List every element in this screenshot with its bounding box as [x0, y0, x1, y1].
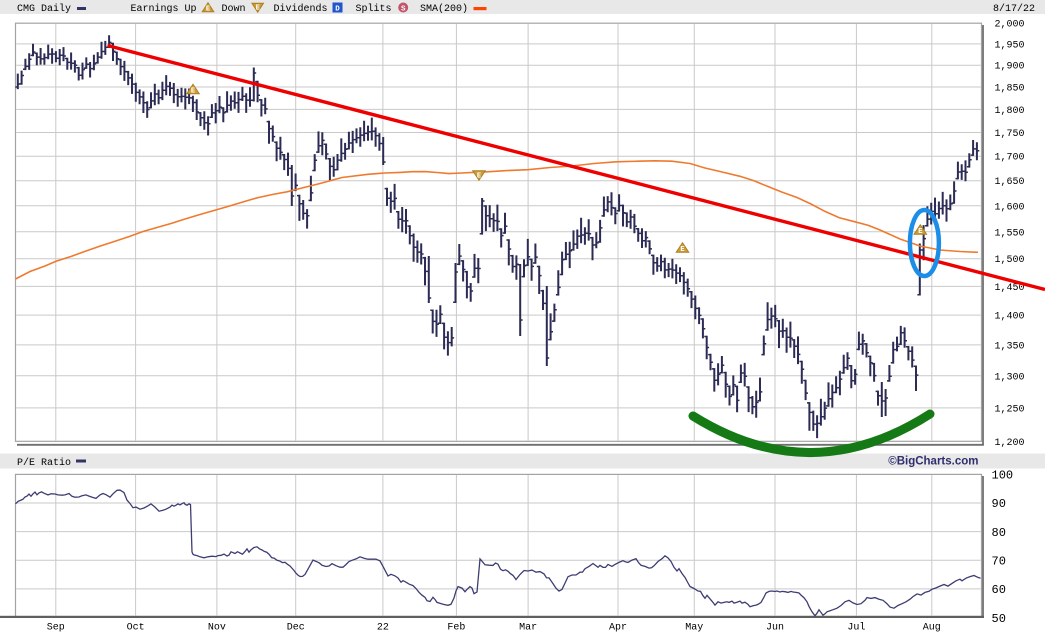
svg-text:Oct: Oct	[127, 623, 145, 634]
svg-text:Aug: Aug	[923, 623, 941, 634]
svg-text:90: 90	[992, 497, 1006, 511]
svg-text:8/17/22: 8/17/22	[993, 3, 1035, 15]
svg-text:Jun: Jun	[766, 623, 784, 634]
svg-text:1,300: 1,300	[995, 372, 1025, 383]
svg-text:CMG Daily: CMG Daily	[17, 3, 71, 15]
svg-text:E: E	[918, 228, 922, 236]
svg-text:1,500: 1,500	[995, 255, 1025, 266]
svg-text:E: E	[680, 246, 684, 254]
svg-text:E: E	[191, 88, 195, 96]
svg-text:50: 50	[992, 612, 1006, 626]
svg-text:1,250: 1,250	[995, 404, 1025, 415]
svg-text:1,550: 1,550	[995, 228, 1025, 239]
svg-text:Earnings Up: Earnings Up	[131, 3, 197, 15]
svg-text:1,800: 1,800	[995, 106, 1025, 117]
svg-text:E: E	[206, 6, 210, 14]
svg-text:Mar: Mar	[519, 623, 537, 634]
svg-text:S: S	[401, 5, 406, 13]
svg-text:Dec: Dec	[287, 623, 305, 634]
svg-text:2,000: 2,000	[995, 20, 1025, 31]
svg-text:1,700: 1,700	[995, 153, 1025, 164]
svg-text:Down: Down	[222, 4, 246, 15]
svg-text:22: 22	[377, 623, 389, 634]
svg-text:1,650: 1,650	[995, 177, 1025, 188]
svg-text:80: 80	[992, 526, 1006, 540]
svg-text:Nov: Nov	[208, 623, 226, 634]
svg-text:1,750: 1,750	[995, 129, 1025, 140]
svg-text:1,900: 1,900	[995, 62, 1025, 73]
svg-text:1,200: 1,200	[995, 438, 1025, 449]
svg-text:Feb: Feb	[447, 622, 465, 634]
svg-text:D: D	[335, 5, 340, 13]
svg-text:Dividends: Dividends	[274, 3, 328, 15]
svg-text:1,600: 1,600	[995, 202, 1025, 213]
svg-text:70: 70	[992, 555, 1006, 569]
svg-text:E: E	[256, 5, 260, 13]
svg-text:1,400: 1,400	[995, 312, 1025, 323]
svg-text:Jul: Jul	[847, 622, 865, 634]
svg-text:60: 60	[992, 583, 1006, 597]
svg-text:1,450: 1,450	[995, 283, 1025, 294]
svg-text:100: 100	[992, 469, 1014, 483]
svg-text:Sep: Sep	[47, 623, 65, 634]
svg-text:SMA(200): SMA(200)	[420, 3, 468, 15]
svg-text:May: May	[685, 623, 703, 634]
svg-text:P/E Ratio: P/E Ratio	[17, 457, 71, 469]
svg-text:Splits: Splits	[356, 3, 392, 15]
svg-text:©BigCharts.com: ©BigCharts.com	[888, 456, 978, 468]
svg-text:E: E	[477, 172, 481, 180]
svg-text:1,350: 1,350	[995, 341, 1025, 352]
svg-text:Apr: Apr	[609, 623, 627, 634]
svg-text:1,850: 1,850	[995, 84, 1025, 95]
svg-text:1,950: 1,950	[995, 40, 1025, 51]
